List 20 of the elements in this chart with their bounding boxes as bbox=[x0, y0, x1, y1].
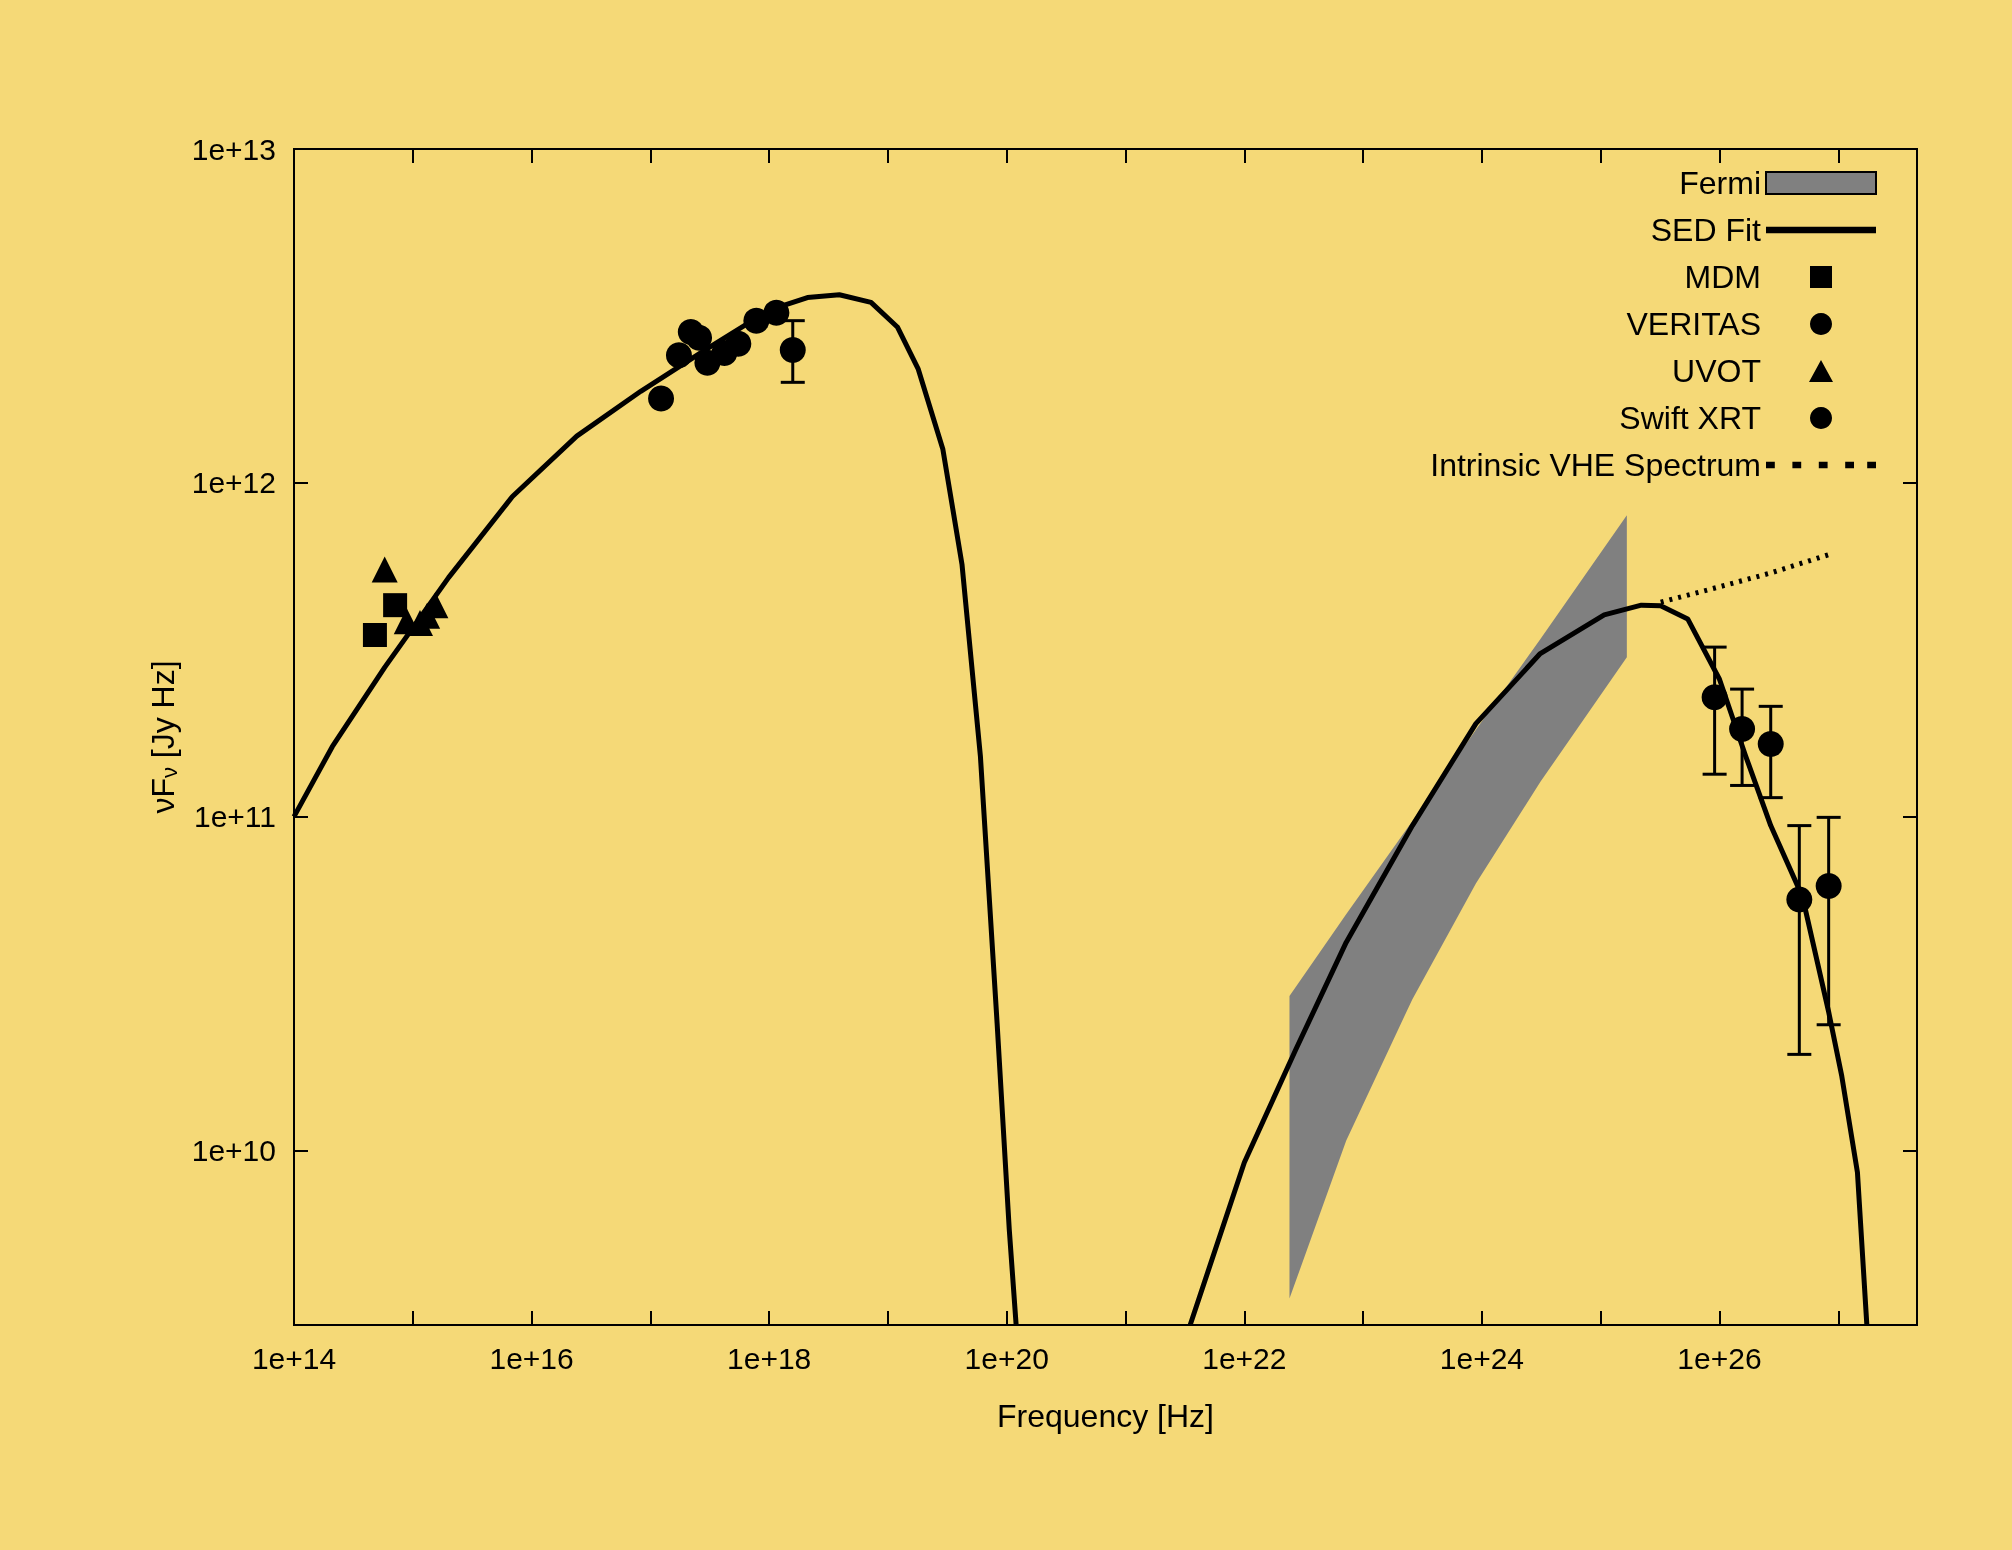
y-axis-title: νFν [Jy Hz] bbox=[144, 660, 183, 814]
y-tick-label: 1e+11 bbox=[193, 800, 276, 834]
legend-label: MDM bbox=[1684, 259, 1761, 295]
x-tick-label: 1e+16 bbox=[489, 1341, 574, 1375]
x-tick-label: 1e+22 bbox=[1202, 1341, 1287, 1375]
y-tick-label: 1e+10 bbox=[191, 1133, 276, 1167]
x-tick-label: 1e+18 bbox=[727, 1341, 812, 1375]
legend-label: VERITAS bbox=[1626, 306, 1761, 342]
x-tick-label: 1e+24 bbox=[1439, 1341, 1525, 1375]
legend-label: UVOT bbox=[1672, 353, 1761, 389]
y-tick-label: 1e+13 bbox=[191, 132, 276, 166]
x-axis-title: Frequency [Hz] bbox=[997, 1398, 1214, 1434]
legend-label: Swift XRT bbox=[1619, 400, 1761, 436]
legend-label: Fermi bbox=[1679, 165, 1761, 201]
legend-label: SED Fit bbox=[1650, 212, 1762, 248]
y-tick-label: 1e+12 bbox=[191, 466, 276, 500]
x-tick-label: 1e+26 bbox=[1677, 1341, 1762, 1375]
legend-label: Intrinsic VHE Spectrum bbox=[1430, 447, 1761, 483]
x-tick-label: 1e+20 bbox=[964, 1341, 1049, 1375]
x-tick-label: 1e+14 bbox=[251, 1341, 337, 1375]
